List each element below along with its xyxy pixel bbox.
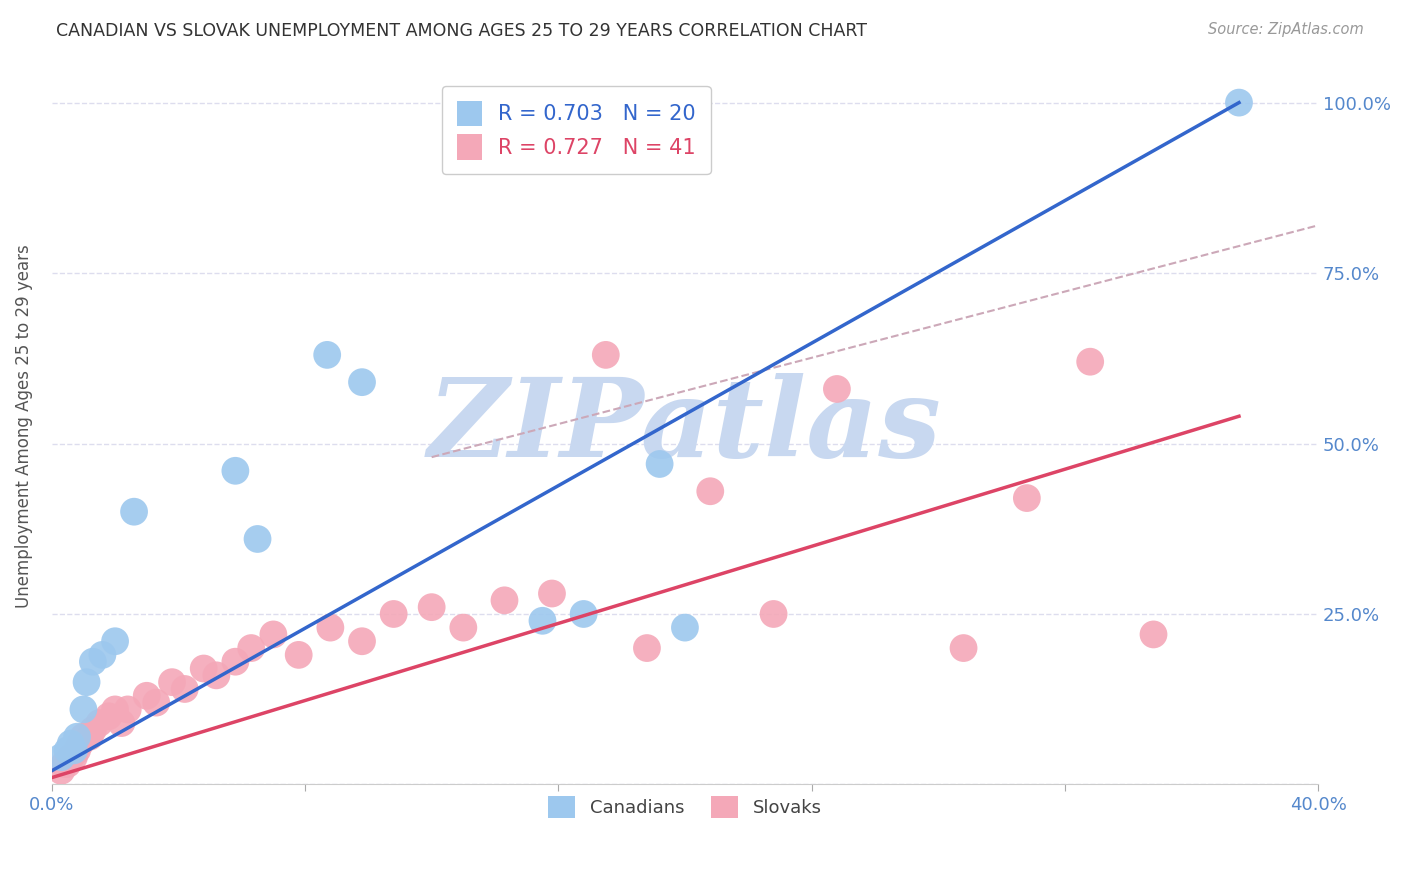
Point <box>122 505 145 519</box>
Point <box>572 607 595 621</box>
Point <box>63 743 86 757</box>
Y-axis label: Unemployment Among Ages 25 to 29 years: Unemployment Among Ages 25 to 29 years <box>15 244 32 608</box>
Point <box>246 532 269 546</box>
Point <box>76 675 98 690</box>
Point <box>287 648 309 662</box>
Point <box>224 655 246 669</box>
Point <box>673 621 696 635</box>
Point <box>1078 354 1101 368</box>
Point <box>51 764 73 778</box>
Point <box>53 756 76 771</box>
Point <box>350 375 373 389</box>
Point <box>262 627 284 641</box>
Text: Source: ZipAtlas.com: Source: ZipAtlas.com <box>1208 22 1364 37</box>
Point <box>636 641 658 656</box>
Point <box>173 681 195 696</box>
Point <box>952 641 974 656</box>
Point <box>56 743 79 757</box>
Point <box>51 750 73 764</box>
Point <box>66 743 89 757</box>
Point <box>82 655 104 669</box>
Point <box>1015 491 1038 505</box>
Point <box>453 621 475 635</box>
Point <box>59 737 82 751</box>
Text: CANADIAN VS SLOVAK UNEMPLOYMENT AMONG AGES 25 TO 29 YEARS CORRELATION CHART: CANADIAN VS SLOVAK UNEMPLOYMENT AMONG AG… <box>56 22 868 40</box>
Point <box>79 730 101 744</box>
Point <box>224 464 246 478</box>
Point <box>350 634 373 648</box>
Legend: Canadians, Slovaks: Canadians, Slovaks <box>541 789 830 825</box>
Point <box>135 689 157 703</box>
Point <box>160 675 183 690</box>
Point <box>382 607 405 621</box>
Point <box>72 702 94 716</box>
Point <box>89 716 111 731</box>
Point <box>205 668 228 682</box>
Point <box>110 716 132 731</box>
Point <box>91 648 114 662</box>
Point <box>541 586 564 600</box>
Point <box>56 756 79 771</box>
Point <box>97 709 120 723</box>
Point <box>420 600 443 615</box>
Point <box>494 593 516 607</box>
Point <box>104 634 127 648</box>
Point <box>699 484 721 499</box>
Point <box>531 614 554 628</box>
Point <box>59 750 82 764</box>
Point <box>193 661 215 675</box>
Point <box>1142 627 1164 641</box>
Point <box>117 702 139 716</box>
Point <box>240 641 263 656</box>
Text: ZIPatlas: ZIPatlas <box>427 373 942 480</box>
Point <box>595 348 617 362</box>
Point <box>69 737 91 751</box>
Point <box>72 730 94 744</box>
Point <box>319 621 342 635</box>
Point <box>825 382 848 396</box>
Point <box>316 348 339 362</box>
Point <box>762 607 785 621</box>
Point <box>66 730 89 744</box>
Point <box>82 723 104 737</box>
Point <box>145 696 167 710</box>
Point <box>1227 95 1250 110</box>
Point <box>104 702 127 716</box>
Point <box>648 457 671 471</box>
Point <box>63 750 86 764</box>
